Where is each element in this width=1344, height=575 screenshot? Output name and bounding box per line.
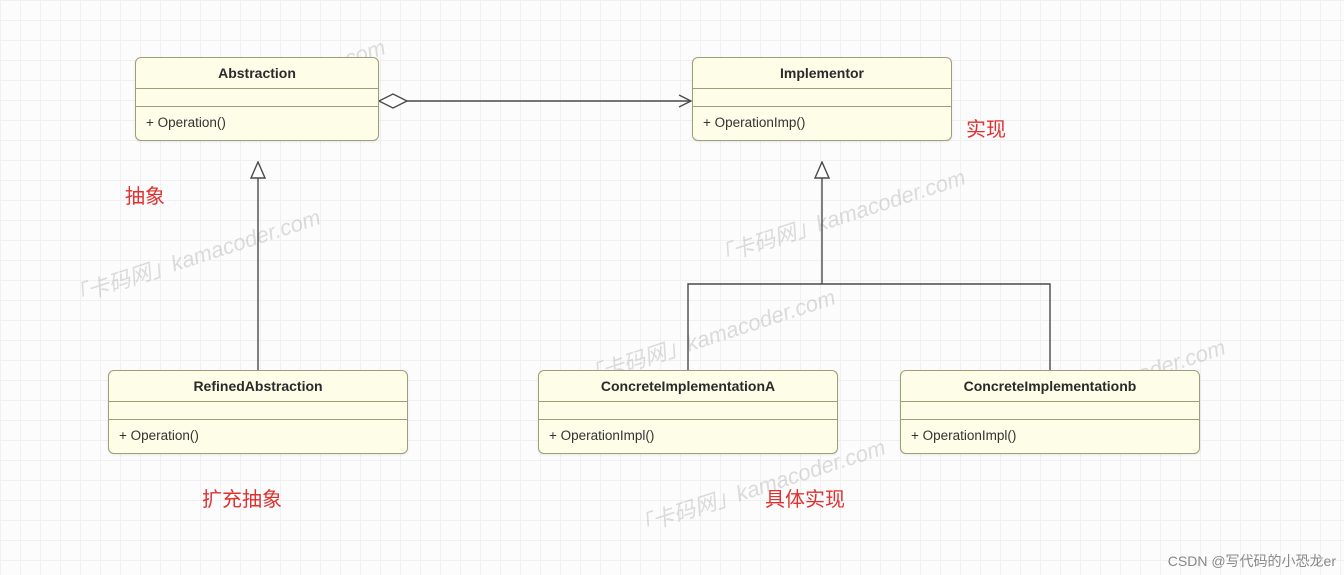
annotation-refine: 扩充抽象 — [202, 483, 282, 512]
class-op: + OperationImpl() — [901, 420, 1199, 453]
annotation-implement: 实现 — [966, 113, 1006, 142]
class-implementor: Implementor + OperationImp() — [692, 57, 952, 141]
class-attrs-empty — [109, 402, 407, 420]
annotation-abstract: 抽象 — [125, 180, 165, 209]
class-attrs-empty — [901, 402, 1199, 420]
credit-text: CSDN @写代码的小恐龙er — [1168, 551, 1336, 571]
class-title: RefinedAbstraction — [109, 371, 407, 402]
class-attrs-empty — [136, 89, 378, 107]
class-concrete-b: ConcreteImplementationb + OperationImpl(… — [900, 370, 1200, 454]
class-attrs-empty — [693, 89, 951, 107]
class-title: ConcreteImplementationb — [901, 371, 1199, 402]
class-concrete-a: ConcreteImplementationA + OperationImpl(… — [538, 370, 838, 454]
class-op: + OperationImpl() — [539, 420, 837, 453]
class-title: Implementor — [693, 58, 951, 89]
class-abstraction: Abstraction + Operation() — [135, 57, 379, 141]
class-refined-abstraction: RefinedAbstraction + Operation() — [108, 370, 408, 454]
class-title: Abstraction — [136, 58, 378, 89]
class-attrs-empty — [539, 402, 837, 420]
class-op: + Operation() — [109, 420, 407, 453]
annotation-concrete: 具体实现 — [765, 483, 845, 512]
class-op: + OperationImp() — [693, 107, 951, 140]
class-op: + Operation() — [136, 107, 378, 140]
class-title: ConcreteImplementationA — [539, 371, 837, 402]
